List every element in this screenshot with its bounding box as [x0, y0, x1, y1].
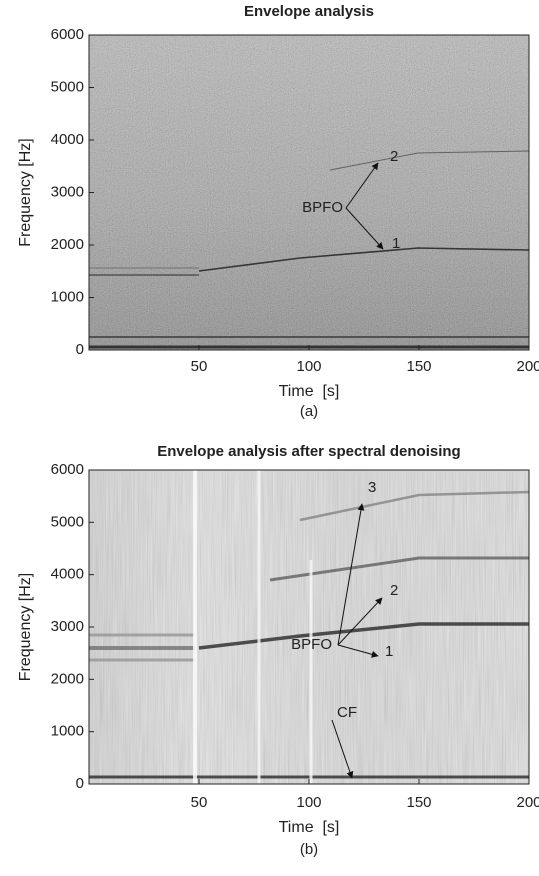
annotation: BPFO	[302, 199, 343, 216]
caption: (a)	[300, 403, 318, 420]
annotation-arrow	[337, 597, 383, 646]
y-tick-label: 6000	[51, 26, 84, 43]
chart-panel: 50 100 150 2000100020003000400050006000Enve…	[17, 443, 539, 858]
x-tick-label: 200	[516, 358, 539, 375]
annotation-arrow	[331, 719, 354, 779]
y-tick-label: 1000	[51, 723, 84, 740]
y-tick-label: 6000	[51, 461, 84, 478]
harmonic-trace	[299, 490, 530, 522]
y-axis-label: Frequency [Hz]	[17, 138, 34, 246]
y-tick-label: 5000	[51, 513, 84, 530]
x-axis-label: Time [s]	[279, 383, 340, 400]
y-tick-label: 4000	[51, 131, 84, 148]
annotation: 3	[368, 479, 376, 496]
annotation-arrow	[337, 644, 379, 658]
y-tick-label: 3000	[51, 183, 84, 200]
x-tick-label: 150	[406, 794, 431, 811]
annotation: 2	[390, 148, 398, 165]
chart-panel: 50 100 150 2000100020003000400050006000Enve…	[17, 3, 539, 420]
annotation: 1	[392, 235, 400, 252]
y-tick-label: 3000	[51, 618, 84, 635]
annotation: CF	[337, 704, 357, 721]
caption: (b)	[300, 841, 318, 858]
y-axis-label: Frequency [Hz]	[17, 573, 34, 681]
x-tick-label: 200	[516, 794, 539, 811]
harmonic-trace	[198, 247, 530, 272]
harmonic-trace	[198, 622, 529, 650]
annotation: BPFO	[291, 636, 332, 653]
spectrogram-noise	[89, 35, 529, 350]
x-axis-label: Time [s]	[279, 819, 340, 836]
annotation: 2	[390, 582, 398, 599]
annotation: 1	[385, 643, 393, 660]
annotation-arrow	[345, 207, 384, 250]
x-tick-label: 50	[191, 794, 208, 811]
y-tick-label: 2000	[51, 670, 84, 687]
y-tick-label: 0	[76, 775, 84, 792]
spectrogram-noise	[89, 470, 529, 784]
y-tick-label: 2000	[51, 236, 84, 253]
annotation-arrow	[337, 503, 365, 646]
y-tick-label: 1000	[51, 288, 84, 305]
x-tick-label: 100	[296, 358, 321, 375]
y-tick-label: 4000	[51, 566, 84, 583]
annotation-arrow	[345, 162, 379, 209]
x-tick-label: 50	[191, 358, 208, 375]
chart-title: Envelope analysis	[244, 3, 374, 20]
x-tick-label: 100	[296, 794, 321, 811]
x-tick-label: 150	[406, 358, 431, 375]
y-tick-label: 0	[76, 341, 84, 358]
harmonic-trace	[269, 556, 529, 582]
y-tick-label: 5000	[51, 78, 84, 95]
harmonic-trace	[329, 150, 530, 171]
chart-title: Envelope analysis after spectral denoisi…	[157, 443, 460, 460]
